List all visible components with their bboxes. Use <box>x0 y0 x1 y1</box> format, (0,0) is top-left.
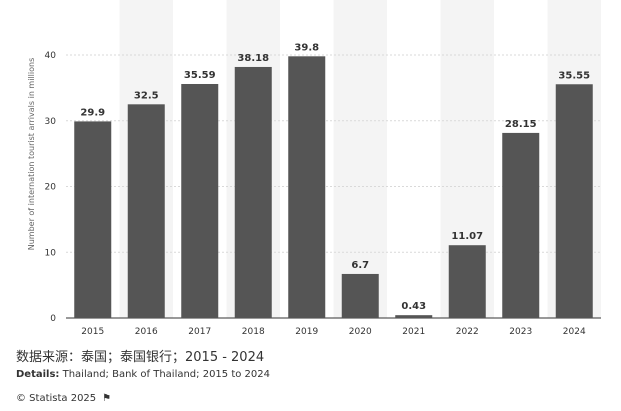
x-tick-label-2018: 2018 <box>242 327 265 337</box>
copyright-note: © Statista 2025 ⚑ <box>16 393 111 404</box>
data-label-2017: 35.59 <box>184 70 216 81</box>
x-tick-label-2024: 2024 <box>563 327 586 337</box>
data-label-2023: 28.15 <box>505 119 537 130</box>
bar-2021[interactable] <box>395 315 433 318</box>
bar-2015[interactable] <box>74 121 112 318</box>
data-label-2020: 6.7 <box>351 260 369 271</box>
x-tick-label-2017: 2017 <box>188 327 211 337</box>
bar-2020[interactable] <box>341 273 379 318</box>
band-2020 <box>333 0 387 318</box>
flag-icon[interactable]: ⚑ <box>102 393 112 404</box>
details-text: Thailand; Bank of Thailand; 2015 to 2024 <box>62 369 271 380</box>
y-tick-label-0: 0 <box>50 314 56 324</box>
source-note: 数据来源：泰国；泰国银行；2015 - 2024 <box>16 350 265 365</box>
y-tick-label-30: 30 <box>45 117 57 127</box>
data-label-2016: 32.5 <box>134 90 159 101</box>
y-tick-label-40: 40 <box>45 51 57 61</box>
x-tick-label-2019: 2019 <box>295 327 318 337</box>
y-axis-label: Number of internation tourist arrivals i… <box>27 58 36 251</box>
bar-2016[interactable] <box>127 104 165 318</box>
x-tick-label-2022: 2022 <box>456 327 479 337</box>
bar-2024[interactable] <box>555 84 593 318</box>
details-label: Details: <box>16 369 60 380</box>
bar-2017[interactable] <box>181 83 219 318</box>
x-tick-label-2023: 2023 <box>509 327 532 337</box>
data-label-2015: 29.9 <box>80 107 105 118</box>
bar-2022[interactable] <box>448 245 486 318</box>
x-tick-label-2021: 2021 <box>402 327 425 337</box>
chart: 0 10 20 30 40 Number of internation tourist … <box>27 0 601 337</box>
bar-2023[interactable] <box>502 132 540 318</box>
x-tick-label-2016: 2016 <box>135 327 158 337</box>
y-axis-ticks: 0 10 20 30 40 <box>45 51 57 324</box>
bars <box>74 56 593 319</box>
x-tick-label-2015: 2015 <box>81 327 104 337</box>
bar-2018[interactable] <box>234 66 272 319</box>
data-label-2022: 11.07 <box>451 231 483 242</box>
data-label-2019: 39.8 <box>294 42 319 53</box>
x-tick-label-2020: 2020 <box>349 327 372 337</box>
x-axis-ticks: 2015 2016 2017 2018 2019 2020 2021 2022 2023 2024 <box>81 327 586 337</box>
data-label-2021: 0.43 <box>401 301 426 312</box>
y-tick-label-20: 20 <box>45 183 57 193</box>
y-tick-label-10: 10 <box>45 248 57 258</box>
value-labels: 29.9 32.5 35.59 38.18 39.8 6.7 0.43 11.07 28.15 3… <box>80 42 590 312</box>
bar-2019[interactable] <box>288 56 326 318</box>
details-note: Details: Thailand; Bank of Thailand; 201… <box>16 369 270 380</box>
data-label-2024: 35.55 <box>558 70 590 81</box>
data-label-2018: 38.18 <box>237 53 269 64</box>
copyright-text: © Statista 2025 <box>16 393 97 404</box>
